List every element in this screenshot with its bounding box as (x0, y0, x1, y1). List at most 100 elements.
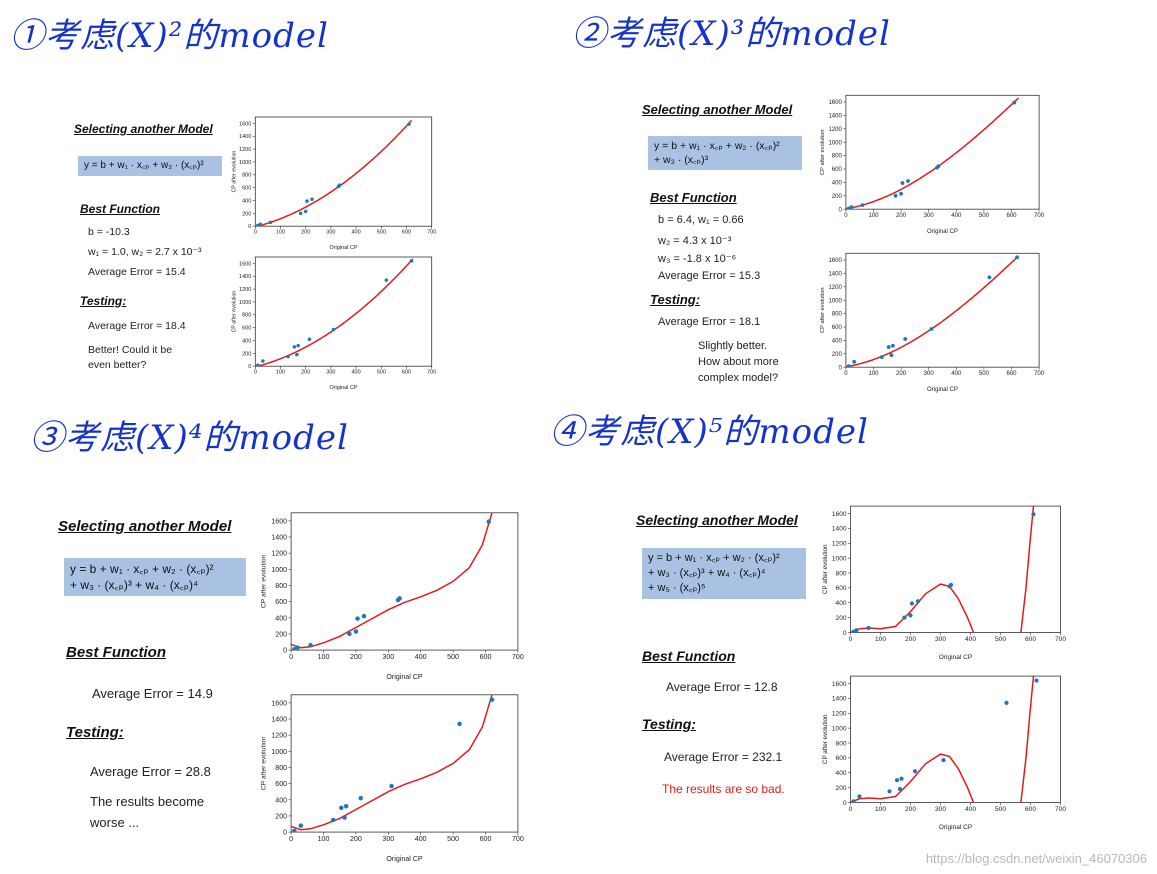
data-point (305, 199, 309, 203)
heading-4: ④考虑(X)⁵的model (550, 412, 869, 452)
data-point (337, 183, 342, 187)
x-tick-label: 500 (995, 806, 1006, 813)
y-tick-label: 200 (836, 785, 847, 792)
x-tick-label: 700 (1055, 806, 1066, 813)
data-point (407, 122, 411, 126)
comment-line: complex model? (698, 372, 779, 384)
best-line: Average Error = 15.4 (88, 266, 186, 278)
data-point (1031, 512, 1036, 517)
section-title: Selecting another Model (642, 102, 793, 117)
section-title: Selecting another Model (636, 512, 798, 528)
x-tick-label: 500 (447, 653, 459, 661)
y-tick-label: 1200 (271, 732, 287, 740)
data-point (1034, 678, 1039, 683)
y-tick-label: 400 (836, 600, 847, 607)
y-tick-label: 800 (832, 154, 843, 160)
chart-panel2-testing: 0 100 200 300 400 500 600 700 0 200 400 600 800 1000 1… (820, 252, 1045, 393)
y-tick-label: 1400 (239, 134, 251, 140)
y-tick-label: 1200 (239, 287, 251, 293)
x-tick-label: 200 (301, 230, 310, 236)
y-tick-label: 0 (283, 829, 287, 837)
y-tick-label: 1600 (828, 100, 842, 106)
x-tick-label: 600 (1006, 213, 1017, 219)
x-tick-label: 500 (377, 370, 386, 376)
data-point (339, 805, 344, 811)
data-point (846, 364, 851, 368)
y-tick-label: 1200 (828, 127, 842, 133)
x-tick-label: 0 (289, 835, 293, 843)
data-point (900, 181, 905, 185)
data-point (310, 197, 314, 201)
x-tick-label: 600 (402, 230, 411, 236)
y-axis-label: CP after evolution (231, 291, 237, 333)
data-point (1015, 255, 1019, 260)
plot-area (850, 676, 1039, 803)
chart-panel1-testing: 0 100 200 300 400 500 600 700 0 200 400 600 800 1000 1… (231, 256, 436, 391)
comment-line: The results are so bad. (662, 782, 785, 796)
plot-area (850, 506, 1036, 633)
data-point (486, 519, 491, 524)
formula-box: y = b + w₁ · x꜀ₚ + w₂ · (x꜀ₚ)² + w₃ · (x… (648, 136, 802, 171)
testing-line: Average Error = 28.8 (90, 764, 211, 779)
formula-line: y = b + w₁ · x꜀ₚ + w₂ · (x꜀ₚ)² (648, 552, 780, 564)
x-tick-label: 400 (351, 230, 360, 236)
y-axis-label: CP after evolution (822, 714, 829, 764)
y-tick-label: 1000 (832, 555, 847, 562)
y-tick-label: 1000 (239, 160, 251, 166)
y-tick-label: 200 (832, 352, 843, 358)
y-tick-label: 600 (832, 325, 843, 331)
fit-curve (845, 97, 1019, 210)
data-point (893, 193, 898, 198)
x-tick-label: 300 (935, 636, 946, 643)
y-tick-label: 200 (836, 615, 847, 622)
data-point (857, 794, 862, 799)
best-function-title: Best Function (80, 202, 160, 216)
testing-line: Average Error = 232.1 (664, 750, 783, 764)
x-tick-label: 600 (1025, 636, 1036, 643)
y-tick-label: 400 (275, 614, 287, 622)
x-tick-label: 200 (896, 213, 907, 219)
y-tick-label: 400 (242, 338, 251, 344)
data-point (866, 625, 871, 631)
plot-frame (845, 252, 1040, 368)
x-tick-label: 700 (1034, 371, 1045, 377)
data-point (298, 211, 303, 216)
data-point (889, 353, 894, 358)
best-line: w₁ = 1.0, w₂ = 2.7 x 10⁻³ (88, 246, 202, 258)
plot-area (291, 694, 495, 833)
heading-1: ①考虑(X)²的model (10, 16, 329, 56)
data-point (915, 599, 921, 604)
best-line: w₃ = -1.8 x 10⁻⁶ (658, 253, 737, 265)
x-tick-label: 700 (427, 230, 436, 236)
fit-curve (850, 753, 975, 803)
data-point (860, 203, 865, 208)
x-tick-label: 200 (905, 636, 916, 643)
x-axis-label: Original CP (927, 229, 958, 235)
best-line: Average Error = 14.9 (92, 686, 213, 701)
data-point (347, 631, 352, 637)
chart-panel2-training: 0 100 200 300 400 500 600 700 0 200 400 600 800 1000 1… (820, 94, 1045, 235)
x-axis-label: Original CP (927, 387, 958, 393)
x-tick-label: 100 (276, 230, 285, 236)
data-point (397, 596, 402, 601)
data-point (292, 828, 297, 833)
x-tick-label: 0 (849, 806, 853, 813)
x-tick-label: 700 (512, 653, 524, 661)
best-function-title: Best Function (66, 644, 166, 661)
x-axis-label: Original CP (329, 245, 358, 251)
best-line: b = 6.4, w₁ = 0.66 (658, 214, 744, 226)
x-tick-label: 100 (875, 636, 886, 643)
y-tick-label: 600 (275, 598, 287, 606)
plot-frame (850, 505, 1061, 633)
x-tick-label: 100 (318, 653, 330, 661)
data-point (307, 337, 312, 341)
x-tick-label: 0 (844, 213, 848, 219)
y-tick-label: 600 (242, 326, 251, 332)
data-point (295, 352, 299, 357)
plot-frame (850, 675, 1061, 803)
plot-area (291, 512, 493, 651)
y-tick-label: 1600 (239, 261, 251, 267)
plot-area (845, 255, 1019, 368)
x-tick-label: 400 (951, 371, 962, 377)
chart-panel3-testing: 0 100 200 300 400 500 600 700 0 200 400 600 800 1000 1… (261, 694, 524, 863)
